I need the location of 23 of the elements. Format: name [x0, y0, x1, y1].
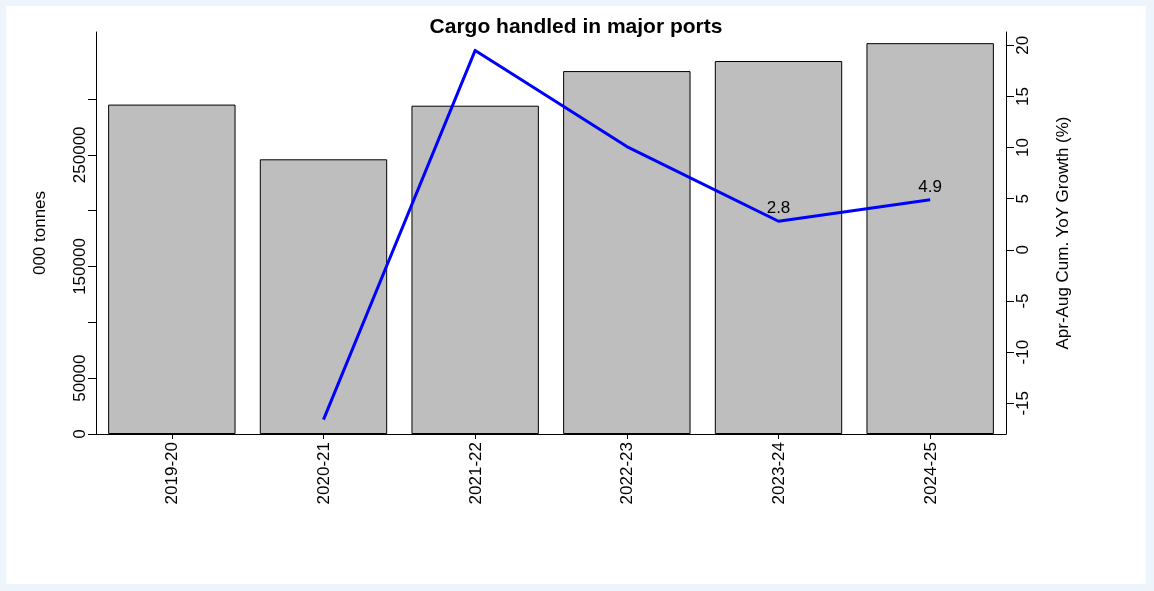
data-label: 4.9 — [918, 176, 942, 196]
y2-tick-label: 15 — [1013, 86, 1032, 106]
x-tick-label: 2021-22 — [465, 442, 485, 505]
x-tick-label: 2020-21 — [314, 442, 333, 505]
y2-tick-label: -10 — [1013, 339, 1032, 365]
x-tick-label: 2024-25 — [920, 442, 940, 505]
y2-tick-label: 10 — [1013, 138, 1032, 158]
x-tick-label: 2023-24 — [769, 442, 788, 505]
data-label: 2.8 — [766, 198, 791, 218]
y2-tick-label: -15 — [1013, 391, 1032, 416]
chart-title: Cargo handled in major ports — [429, 14, 723, 37]
x-tick-label: 2019-20 — [162, 442, 182, 505]
y2-tick-label: 20 — [1013, 35, 1032, 55]
y-tick-label: 0 — [70, 429, 89, 439]
y-tick-label: 50000 — [70, 354, 89, 402]
y2-tick-label: -5 — [1013, 293, 1032, 309]
y2-tick-label: 0 — [1013, 245, 1032, 255]
x-tick-label: 2022-23 — [617, 442, 637, 505]
y-tick-label: 250000 — [70, 126, 89, 184]
y2-axis-title: Apr-Aug Cum. YoY Growth (%) — [1053, 116, 1072, 350]
y-axis-title: 000 tonnes — [30, 190, 49, 276]
y-tick-label: 150000 — [70, 238, 89, 295]
y2-tick-label: 5 — [1013, 194, 1032, 204]
